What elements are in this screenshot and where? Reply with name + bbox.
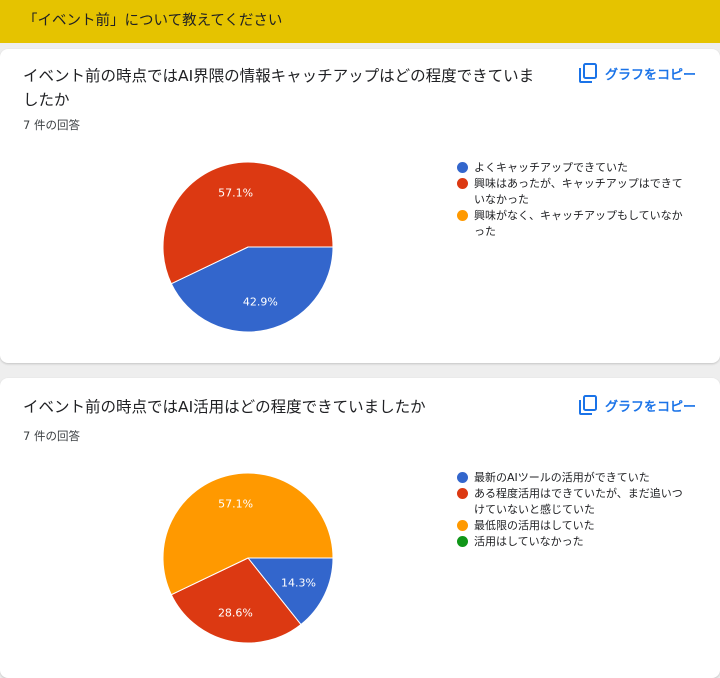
- legend-item: 最低限の活用はしていた: [457, 518, 687, 534]
- legend-label: 最低限の活用はしていた: [474, 519, 595, 532]
- legend-swatch: [457, 472, 468, 483]
- question-card-2: イベント前の時点ではAI活用はどの程度できていましたか 7 件の回答 グラフをコ…: [0, 378, 720, 678]
- pie-slice: [246, 557, 334, 626]
- slice-label: 42.9%: [243, 296, 278, 309]
- legend-label: 活用はしていなかった: [474, 535, 584, 548]
- section-header: 「イベント前」について教えてください: [0, 0, 720, 43]
- pie-slice: [170, 246, 334, 333]
- legend-item: ある程度活用はできていたが、まだ追いつけていないと感じていた: [457, 486, 687, 518]
- slice-label: 28.6%: [218, 607, 253, 620]
- chart-legend: 最新のAIツールの活用ができていたある程度活用はできていたが、まだ追いつけていな…: [457, 470, 687, 550]
- legend-item: 興味がなく、キャッチアップもしていなかった: [457, 208, 687, 240]
- pie-chart: 14.3% 28.6% 57.1%: [162, 472, 334, 644]
- response-count: 7 件の回答: [23, 118, 80, 132]
- response-count: 7 件の回答: [23, 429, 80, 443]
- legend-label: ある程度活用はできていたが、まだ追いつけていないと感じていた: [474, 487, 683, 516]
- copy-icon: [578, 395, 597, 415]
- legend-item: 最新のAIツールの活用ができていた: [457, 470, 687, 486]
- copy-icon: [578, 63, 597, 83]
- legend-swatch: [457, 210, 468, 221]
- copy-chart-label: グラフをコピー: [604, 67, 696, 83]
- pie-slice: [162, 161, 334, 285]
- legend-item: よくキャッチアップできていた: [457, 160, 687, 176]
- copy-chart-button[interactable]: グラフをコピー: [578, 395, 696, 415]
- question-title: イベント前の時点ではAI活用はどの程度できていましたか: [23, 398, 426, 416]
- legend-label: よくキャッチアップできていた: [474, 161, 628, 174]
- slice-label: 14.3%: [281, 576, 316, 589]
- legend-swatch: [457, 536, 468, 547]
- legend-label: 興味はあったが、キャッチアップはできていなかった: [474, 177, 683, 206]
- slice-label: 57.1%: [218, 497, 253, 510]
- question-card-1: イベント前の時点ではAI界隈の情報キャッチアップはどの程度できていましたか 7 …: [0, 49, 720, 363]
- copy-chart-label: グラフをコピー: [604, 399, 696, 415]
- slice-label: 57.1%: [218, 186, 253, 199]
- legend-item: 活用はしていなかった: [457, 534, 687, 550]
- chart-legend: よくキャッチアップできていた興味はあったが、キャッチアップはできていなかった 興味…: [457, 160, 687, 240]
- pie-slice: [162, 472, 334, 596]
- legend-swatch: [457, 162, 468, 173]
- copy-chart-button[interactable]: グラフをコピー: [578, 63, 696, 83]
- section-title: 「イベント前」について教えてください: [23, 13, 283, 29]
- legend-swatch: [457, 178, 468, 189]
- legend-label: 最新のAIツールの活用ができていた: [474, 471, 650, 484]
- legend-label: 興味がなく、キャッチアップもしていなかった: [474, 209, 683, 238]
- legend-item: 興味はあったが、キャッチアップはできていなかった: [457, 176, 687, 208]
- legend-swatch: [457, 488, 468, 499]
- pie-chart: 42.9% 57.1%: [162, 161, 334, 333]
- question-title: イベント前の時点ではAI界隈の情報キャッチアップはどの程度できていましたか: [23, 67, 535, 109]
- legend-swatch: [457, 520, 468, 531]
